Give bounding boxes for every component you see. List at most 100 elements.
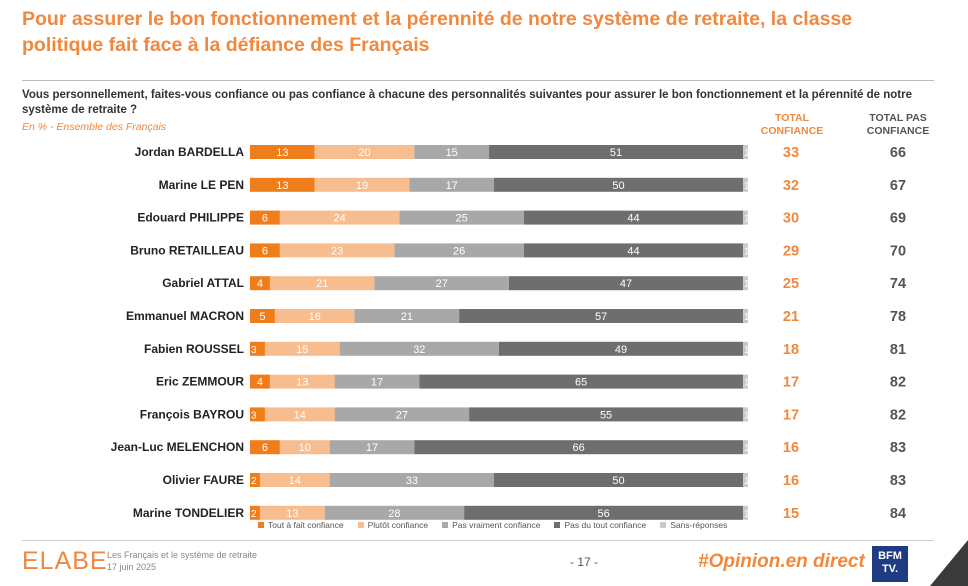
bar-value-label: 47 (620, 278, 632, 290)
bar-value-label: 1 (744, 378, 750, 389)
bar-value-label: 27 (396, 409, 408, 421)
bar-segment (324, 505, 465, 520)
bar-value-label: 2 (251, 509, 257, 520)
bar-value-label: 17 (366, 442, 378, 454)
bar-value-label: 13 (286, 508, 298, 520)
footer-source-title: Les Français et le système de retraite (107, 550, 258, 560)
legend-swatch-icon (660, 522, 667, 528)
bar-value-label: 19 (356, 180, 368, 192)
total-pas-confiance-value: 84 (890, 506, 906, 520)
bar-value-label: 1 (744, 148, 750, 159)
bar-value-label: 16 (309, 311, 321, 323)
bar-segment (459, 309, 744, 323)
bar-value-label: 1 (744, 279, 750, 290)
total-confiance-value: 21 (783, 309, 799, 325)
bar-value-label: 24 (334, 213, 346, 225)
bar-value-label: 56 (597, 508, 609, 520)
bar-segment (259, 473, 330, 487)
bar-segment (250, 145, 315, 159)
bar-value-label: 50 (612, 475, 624, 487)
bar-segment (279, 440, 330, 455)
bar-segment (250, 243, 280, 258)
row-label: François BAYROU (140, 407, 244, 421)
bar-segment (250, 374, 270, 389)
bar-segment (334, 407, 470, 422)
bar-segment (250, 177, 315, 192)
legend-swatch-icon (442, 522, 449, 528)
bar-value-label: 21 (316, 278, 328, 290)
total-pas-confiance-value: 74 (890, 276, 906, 292)
bar-segment (499, 341, 744, 356)
bar-segment (743, 473, 748, 487)
bar-segment (354, 309, 460, 323)
bar-value-label: 21 (401, 311, 413, 323)
bar-segment (743, 243, 748, 258)
bar-segment (250, 276, 270, 291)
page-title: Pour assurer le bon fonctionnement et la… (22, 8, 853, 56)
bar-value-label: 28 (388, 508, 400, 520)
bar-segment (274, 309, 355, 323)
bar-segment (269, 374, 335, 389)
title-divider (22, 80, 934, 81)
bar-value-label: 1 (744, 181, 750, 192)
bar-segment (743, 407, 748, 422)
bfmtv-logo-line2: TV. (881, 563, 899, 575)
bar-value-label: 4 (257, 377, 263, 389)
bfmtv-logo-line1: BFM (878, 550, 902, 562)
bar-value-label: 6 (262, 213, 268, 225)
bar-segment (329, 440, 415, 455)
bar-segment (259, 505, 325, 520)
bar-value-label: 20 (358, 147, 370, 159)
bar-value-label: 2 (251, 476, 257, 487)
bar-value-label: 3 (251, 345, 257, 356)
bar-value-label: 6 (262, 442, 268, 454)
bar-value-label: 33 (406, 475, 418, 487)
bar-segment (279, 210, 400, 225)
total-confiance-value: 29 (783, 243, 799, 259)
bar-segment (508, 276, 744, 291)
row-label: Olivier FAURE (163, 473, 244, 487)
row-label: Edouard PHILIPPE (137, 211, 244, 225)
bar-segment (250, 505, 260, 520)
bar-value-label: 10 (299, 442, 311, 454)
bar-segment (409, 177, 495, 192)
footer-divider (22, 540, 934, 541)
legend-item: Tout à fait confiance (258, 520, 344, 530)
bar-segment (264, 407, 335, 422)
bar-segment (414, 145, 490, 159)
total-confiance-header: TOTAL CONFIANCE (760, 112, 824, 137)
bar-value-label: 3 (251, 410, 257, 421)
bar-value-label: 27 (436, 278, 448, 290)
bar-value-label: 51 (610, 147, 622, 159)
bar-value-label: 6 (262, 245, 268, 257)
bar-segment (494, 177, 744, 192)
bar-segment (250, 210, 280, 225)
bar-segment (264, 341, 340, 356)
legend-item: Sans-réponses (660, 520, 727, 530)
total-confiance-value: 17 (783, 375, 799, 391)
total-pas-confiance-value: 81 (890, 342, 906, 358)
bar-segment (743, 505, 748, 520)
bar-value-label: 13 (276, 180, 288, 192)
row-label: Emmanuel MACRON (126, 309, 244, 323)
bar-value-label: 57 (595, 311, 607, 323)
bfmtv-logo: BFM TV. (872, 546, 908, 582)
bar-segment (250, 341, 265, 356)
total-confiance-value: 17 (783, 407, 799, 423)
bar-value-label: 17 (446, 180, 458, 192)
row-label: Eric ZEMMOUR (156, 375, 244, 389)
hashtag: #Opinion.en direct (698, 551, 865, 572)
chart-legend: Tout à fait confiance Plutôt confiance P… (258, 520, 727, 530)
bar-segment (329, 473, 495, 487)
bar-value-label: 23 (331, 245, 343, 257)
bar-segment (489, 145, 744, 159)
bar-value-label: 66 (573, 442, 585, 454)
bar-segment (314, 177, 410, 192)
row-label: Gabriel ATTAL (162, 276, 244, 290)
total-pas-confiance-value: 83 (890, 440, 906, 456)
total-pas-confiance-value: 70 (890, 243, 906, 259)
legend-item: Plutôt confiance (357, 520, 428, 530)
bar-value-label: 5 (259, 311, 265, 323)
total-pas-confiance-value: 66 (890, 145, 906, 161)
bar-segment (743, 276, 748, 291)
